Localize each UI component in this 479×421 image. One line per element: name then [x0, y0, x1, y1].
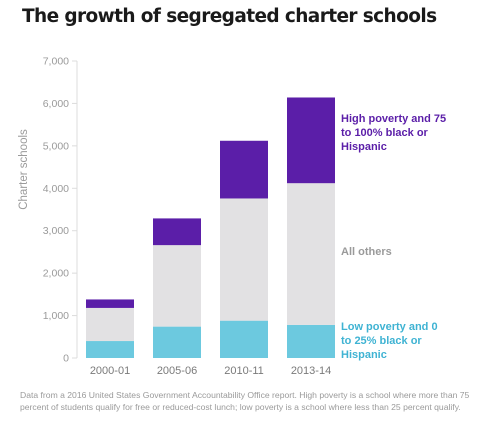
series-label-line: to 25% black or: [341, 335, 422, 347]
bar-segment: [220, 198, 268, 321]
bar-segment: [220, 140, 268, 199]
x-tick-label: 2000-01: [90, 365, 130, 377]
bar-segment: [287, 97, 335, 184]
x-tick-label: 2013-14: [291, 365, 331, 377]
bar-segment: [287, 324, 335, 358]
y-tick-label: 6,000: [43, 98, 69, 110]
footnote: Data from a 2016 United States Governmen…: [20, 390, 470, 412]
bar-segment: [287, 183, 335, 325]
bar-segment: [153, 218, 201, 246]
bar-segment: [220, 320, 268, 358]
series-label: High poverty and 75 to 100% black or Hispa…: [341, 113, 446, 153]
bar-segment: [86, 307, 134, 342]
series-label-line: to 100% black or: [341, 127, 429, 139]
x-tick-label: 2010-11: [224, 365, 264, 377]
y-tick-label: 7,000: [43, 56, 69, 68]
series-label-line: Hispanic: [341, 349, 387, 361]
bar-segment: [153, 326, 201, 358]
y-tick-label: 4,000: [43, 183, 69, 195]
series-label-line: High poverty and 75: [341, 113, 446, 125]
y-tick-label: 0: [63, 353, 69, 365]
y-tick-label: 5,000: [43, 140, 69, 152]
series-label: All others: [341, 246, 392, 258]
chart-title: The growth of segregated charter schools: [22, 6, 437, 27]
bar-segment: [86, 341, 134, 358]
series-label-line: Low poverty and 0: [341, 321, 438, 333]
series-label: Low poverty and 0 to 25% black or Hispanic: [341, 321, 438, 361]
chart-plot: 0 1,000 2,000 3,000 4,000 5,000 6,000 7,000 Char…: [18, 56, 446, 378]
series-label-line: Hispanic: [341, 141, 387, 153]
bar-segment: [153, 245, 201, 327]
bar-segment: [86, 299, 134, 308]
series-label-line: All others: [341, 246, 392, 258]
y-axis-title: Charter schools: [18, 129, 30, 210]
y-tick-label: 3,000: [43, 225, 69, 237]
y-tick-label: 1,000: [43, 310, 69, 322]
x-tick-label: 2005-06: [157, 365, 197, 377]
y-tick-label: 2,000: [43, 268, 69, 280]
